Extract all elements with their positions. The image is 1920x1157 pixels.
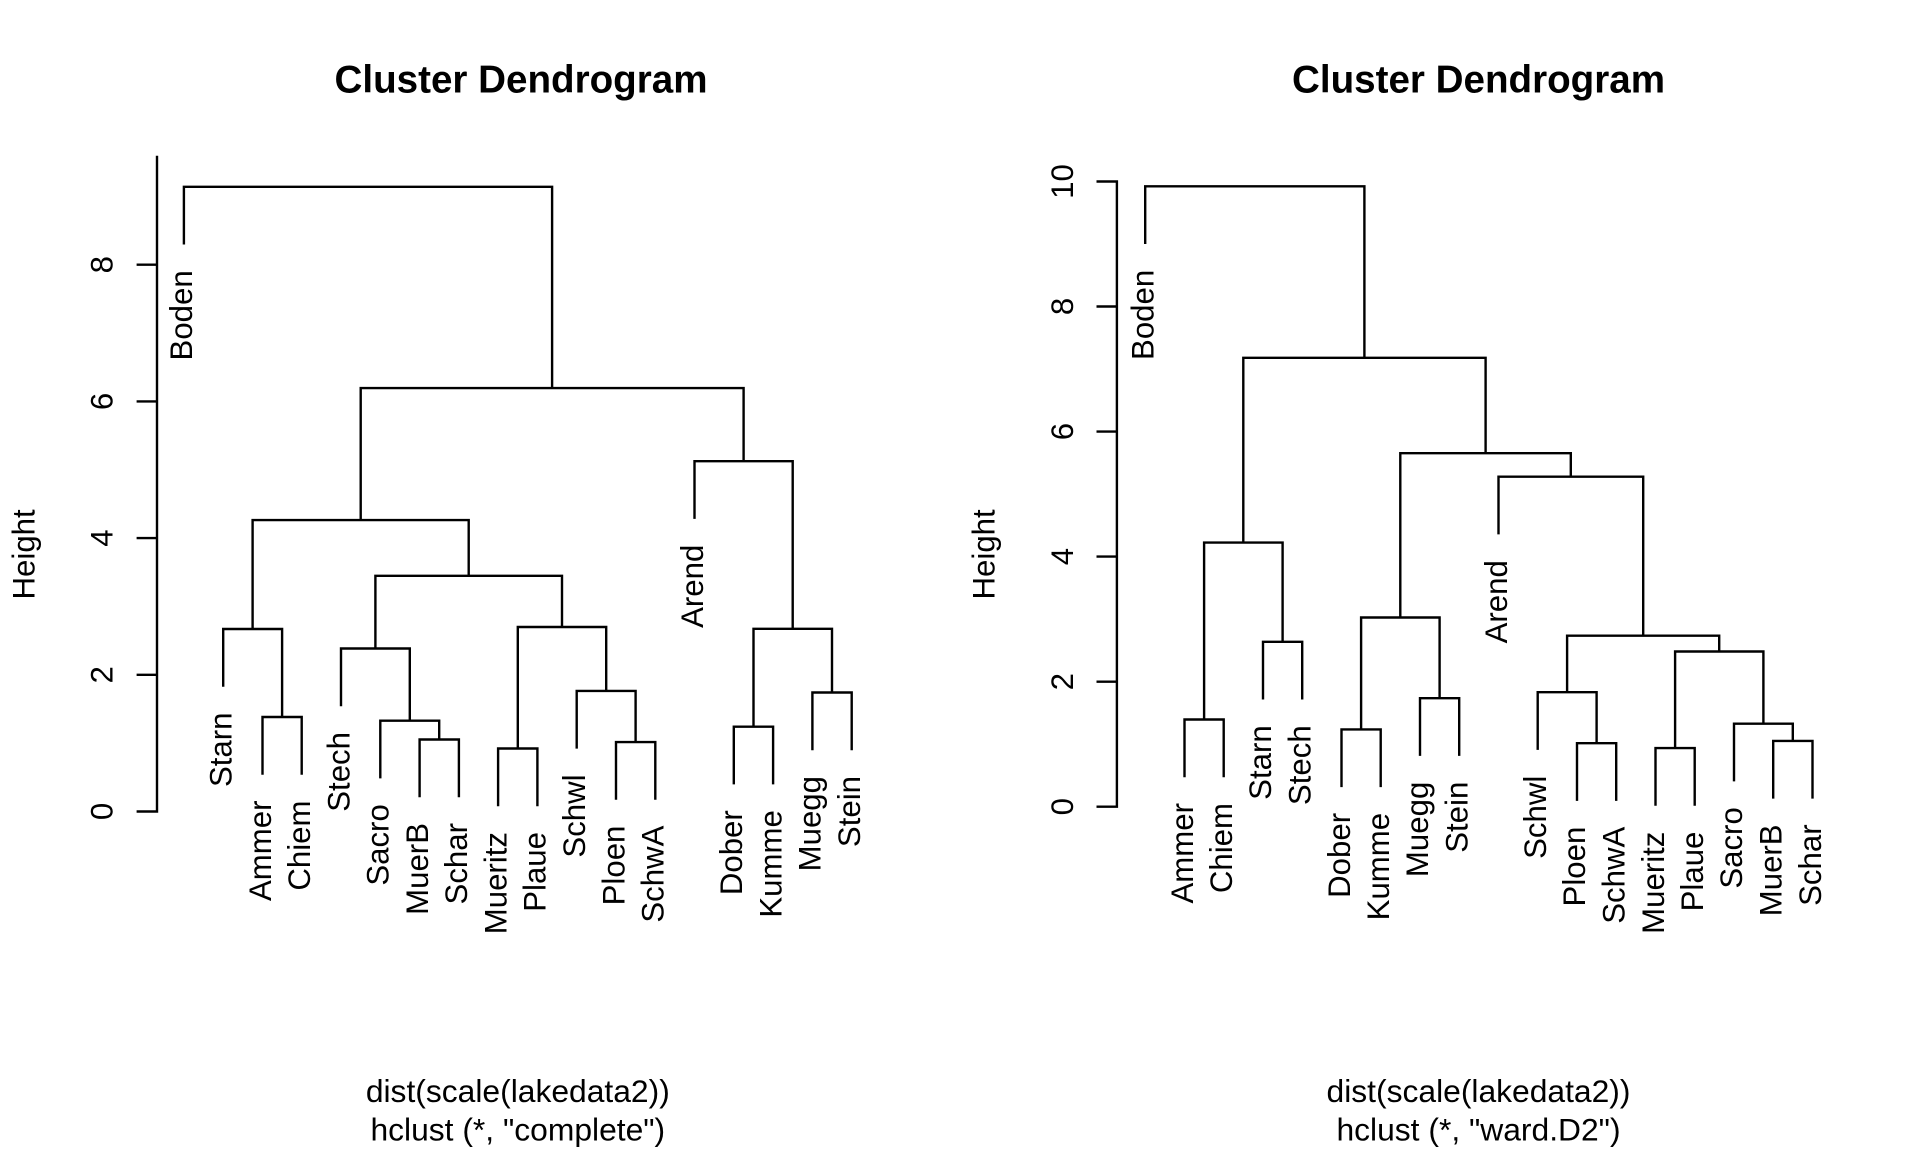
svg-text:SchwA: SchwA (636, 825, 671, 922)
svg-text:Ammer: Ammer (243, 801, 278, 902)
svg-text:10: 10 (1045, 164, 1080, 199)
svg-text:MuerB: MuerB (1754, 824, 1789, 916)
svg-text:0: 0 (1045, 798, 1080, 815)
svg-text:6: 6 (85, 393, 120, 410)
svg-text:SchwA: SchwA (1597, 827, 1632, 924)
svg-text:Height: Height (967, 509, 1002, 599)
svg-text:Arend: Arend (675, 545, 710, 628)
svg-text:Boden: Boden (164, 270, 199, 360)
svg-text:Schar: Schar (1793, 824, 1828, 905)
svg-text:8: 8 (1045, 298, 1080, 315)
svg-text:Schwl: Schwl (1518, 776, 1553, 859)
svg-text:Chiem: Chiem (282, 801, 317, 891)
svg-text:Ploen: Ploen (596, 826, 631, 906)
svg-text:Stein: Stein (832, 776, 867, 847)
svg-text:dist(scale(lakedata2)): dist(scale(lakedata2)) (1327, 1073, 1631, 1109)
svg-text:Schar: Schar (439, 823, 474, 904)
svg-text:2: 2 (1045, 673, 1080, 690)
svg-text:MuerB: MuerB (400, 823, 435, 915)
svg-text:Dober: Dober (1322, 813, 1357, 898)
svg-text:Muegg: Muegg (793, 776, 828, 871)
svg-text:Mueritz: Mueritz (478, 832, 513, 934)
svg-text:Kumme: Kumme (1361, 813, 1396, 920)
svg-text:0: 0 (85, 803, 120, 820)
svg-text:Chiem: Chiem (1204, 803, 1239, 893)
svg-text:4: 4 (85, 529, 120, 546)
svg-text:8: 8 (85, 256, 120, 273)
svg-text:Arend: Arend (1479, 560, 1514, 643)
svg-text:Boden: Boden (1126, 270, 1161, 360)
svg-text:2: 2 (85, 666, 120, 683)
svg-text:4: 4 (1045, 548, 1080, 565)
svg-text:Stein: Stein (1440, 782, 1475, 853)
svg-text:Muegg: Muegg (1400, 782, 1435, 877)
svg-text:Sacro: Sacro (361, 804, 396, 885)
svg-text:hclust (*, "ward.D2"): hclust (*, "ward.D2") (1336, 1111, 1620, 1147)
svg-text:Cluster Dendrogram: Cluster Dendrogram (335, 58, 708, 101)
svg-text:hclust (*, "complete"): hclust (*, "complete") (370, 1111, 665, 1147)
svg-text:dist(scale(lakedata2)): dist(scale(lakedata2)) (366, 1073, 670, 1109)
svg-text:Sacro: Sacro (1714, 807, 1749, 888)
svg-text:Plaue: Plaue (1675, 832, 1710, 912)
svg-text:Kumme: Kumme (753, 810, 788, 917)
svg-text:Plaue: Plaue (518, 832, 553, 912)
svg-text:Starn: Starn (1243, 725, 1278, 800)
svg-text:Starn: Starn (204, 713, 239, 788)
svg-text:Ploen: Ploen (1557, 827, 1592, 907)
svg-text:Dober: Dober (714, 810, 749, 895)
svg-text:Mueritz: Mueritz (1636, 832, 1671, 934)
svg-text:Ammer: Ammer (1165, 803, 1200, 904)
svg-text:Stech: Stech (1283, 725, 1318, 805)
svg-text:Height: Height (7, 509, 42, 599)
svg-text:Stech: Stech (321, 732, 356, 812)
svg-text:6: 6 (1045, 423, 1080, 440)
svg-text:Schwl: Schwl (557, 774, 592, 857)
svg-text:Cluster Dendrogram: Cluster Dendrogram (1292, 58, 1665, 101)
